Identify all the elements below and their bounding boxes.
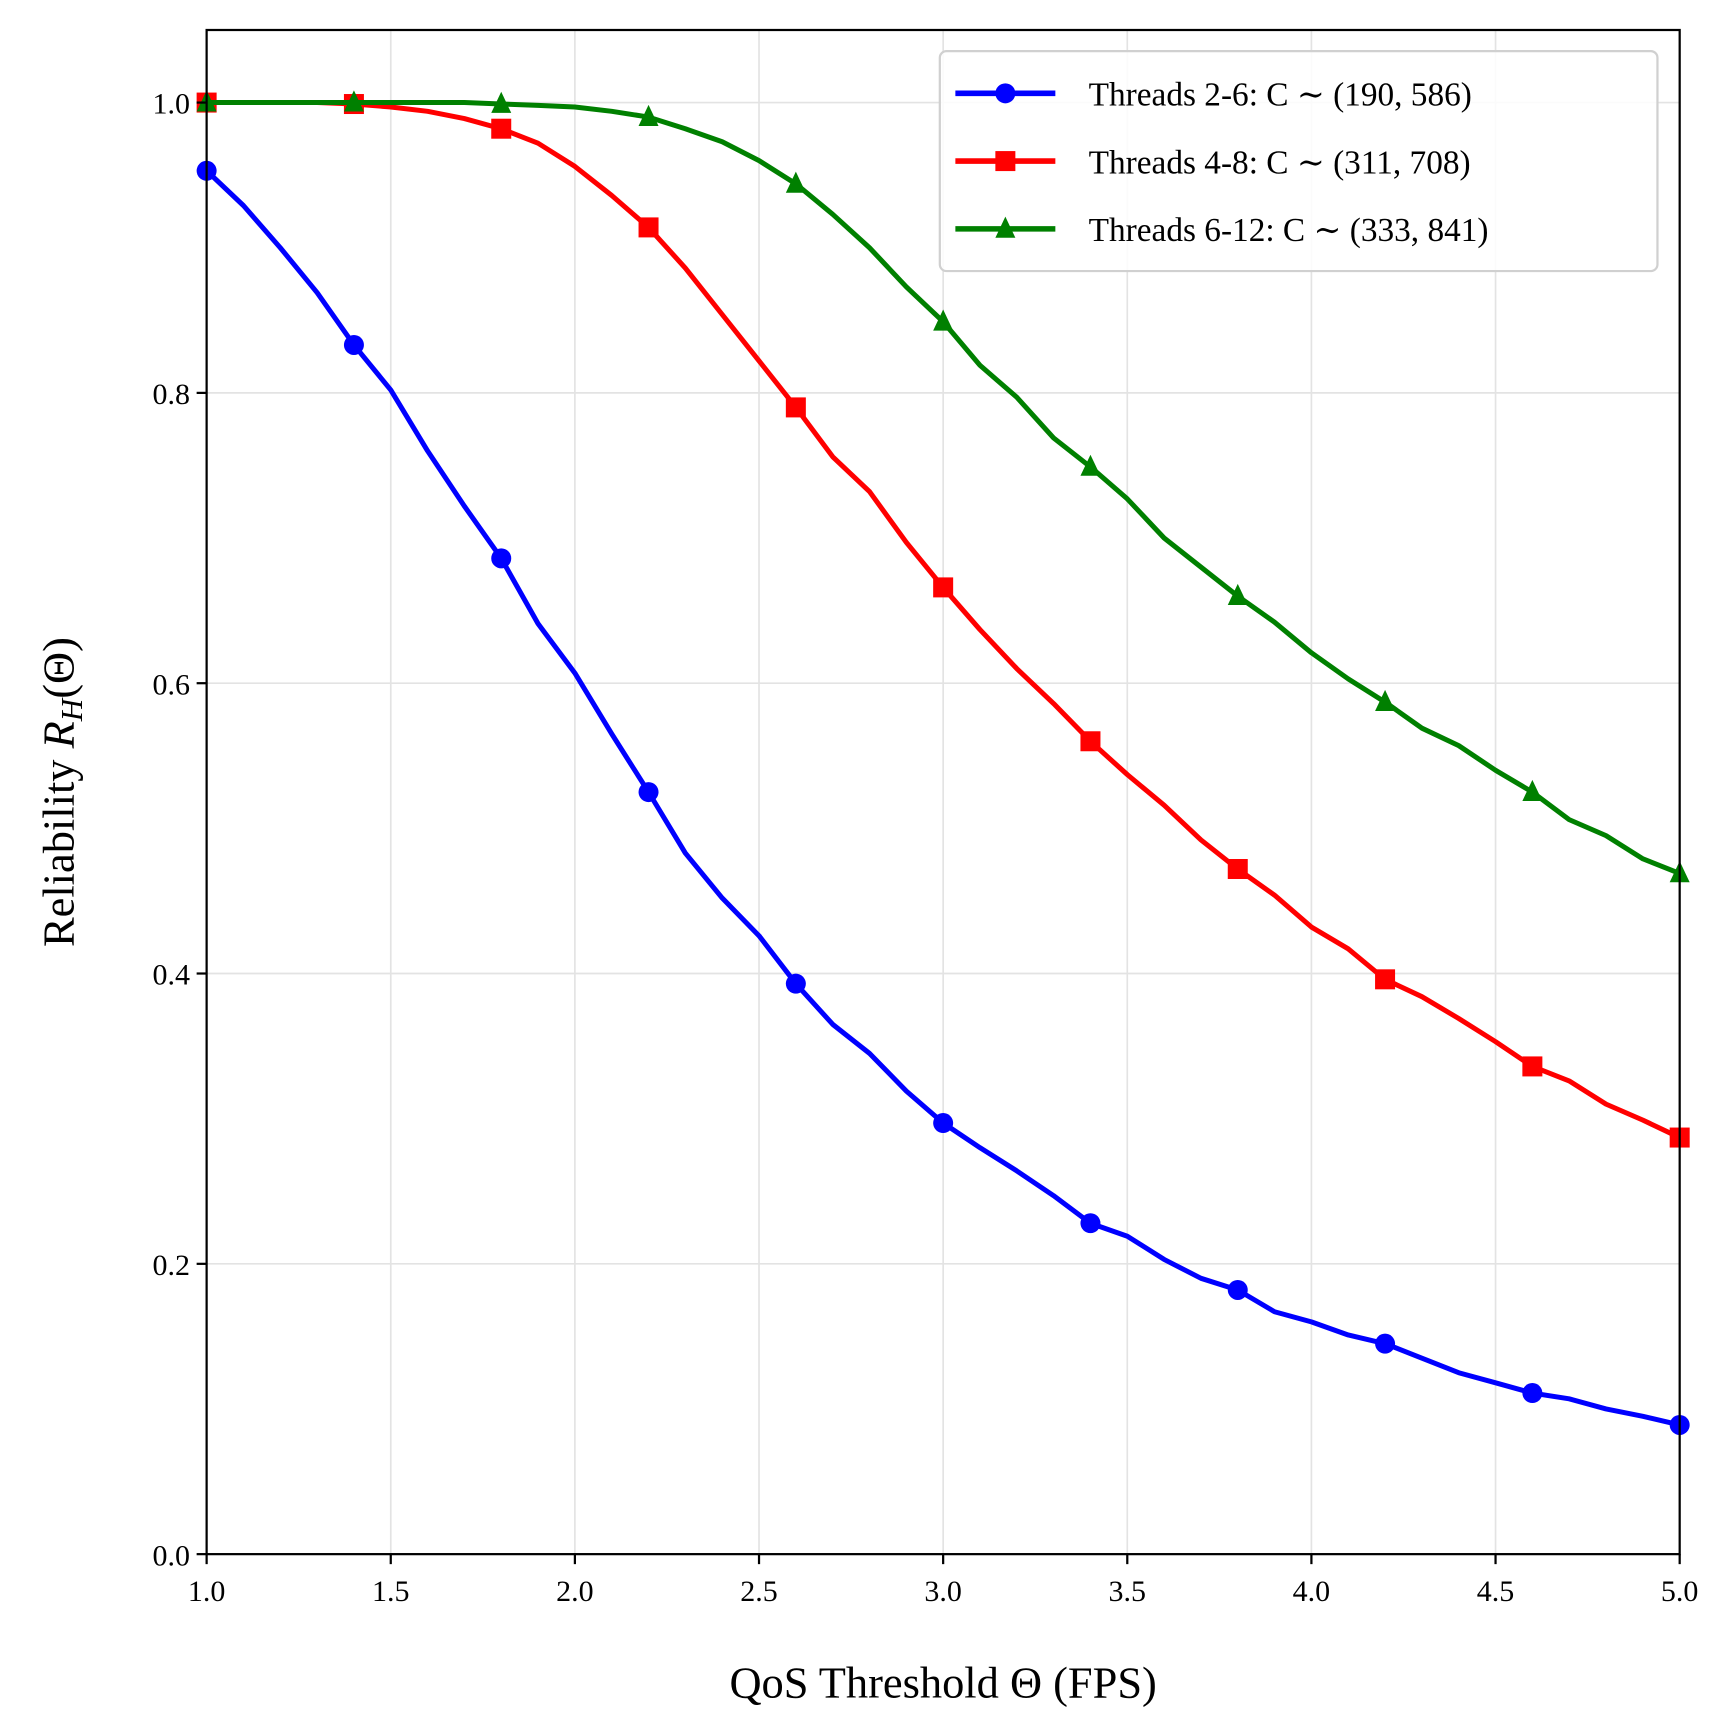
y-tick-label: 0.2 <box>152 1249 189 1282</box>
circle-marker <box>491 548 512 569</box>
triangle-marker <box>1522 779 1543 801</box>
circle-marker <box>1227 1279 1248 1300</box>
x-axis-label: QoS Threshold Θ (FPS) <box>729 1657 1156 1707</box>
legend-box <box>938 49 1659 273</box>
legend-label: Threads 4-8: C ∼ (311, 708) <box>1089 144 1471 181</box>
square-marker <box>491 118 512 139</box>
x-tick-label: 4.0 <box>1293 1575 1330 1608</box>
y-tick-label: 0.6 <box>152 668 189 701</box>
y-tick-label: 1.0 <box>152 88 189 121</box>
square-marker <box>933 577 954 598</box>
y-tick-label: 0.8 <box>152 378 189 411</box>
x-tick-label: 2.5 <box>740 1575 777 1608</box>
y-tick-label: 0.4 <box>152 959 189 992</box>
square-marker <box>1522 1056 1543 1077</box>
triangle-marker <box>995 216 1016 238</box>
circle-marker <box>1522 1383 1543 1404</box>
x-tick-label: 3.0 <box>924 1575 961 1608</box>
circle-marker <box>785 973 806 994</box>
square-marker <box>638 217 659 238</box>
triangle-marker <box>1080 454 1101 476</box>
series-triangle <box>196 90 1690 883</box>
legend: Threads 2-6: C ∼ (190, 586) Threads 4-8: … <box>938 49 1659 273</box>
x-tick-label: 1.0 <box>188 1575 225 1608</box>
square-marker <box>995 151 1016 172</box>
legend-entry: Threads 6-12: C ∼ (333, 841) <box>955 212 1489 249</box>
series-layer <box>196 90 1690 1435</box>
circle-marker <box>343 334 364 355</box>
x-tick-label: 3.5 <box>1109 1575 1146 1608</box>
triangle-marker <box>785 171 806 193</box>
x-tick-label: 4.5 <box>1477 1575 1514 1608</box>
legend-entry: Threads 4-8: C ∼ (311, 708) <box>955 144 1471 181</box>
square-marker <box>1227 859 1248 880</box>
legend-entry: Threads 2-6: C ∼ (190, 586) <box>955 77 1472 114</box>
series-square <box>196 92 1690 1148</box>
square-marker <box>1375 969 1396 990</box>
circle-marker <box>995 83 1016 104</box>
legend-label: Threads 2-6: C ∼ (190, 586) <box>1089 77 1472 114</box>
y-tick-label: 0.0 <box>152 1539 189 1572</box>
x-tick-label: 2.0 <box>556 1575 593 1608</box>
x-tick-label: 1.5 <box>372 1575 409 1608</box>
legend-label: Threads 6-12: C ∼ (333, 841) <box>1089 212 1489 249</box>
triangle-marker <box>933 309 954 331</box>
circle-marker <box>933 1113 954 1134</box>
triangle-marker <box>1375 689 1396 711</box>
circle-marker <box>1375 1333 1396 1354</box>
circle-marker <box>638 782 659 803</box>
x-tick-label: 5.0 <box>1661 1575 1698 1608</box>
circle-marker <box>1080 1213 1101 1234</box>
triangle-marker <box>1227 583 1248 605</box>
series-circle <box>196 160 1690 1435</box>
triangle-marker <box>343 90 364 112</box>
triangle-marker <box>638 104 659 126</box>
y-axis-label: Reliability RH(Θ) <box>33 637 89 947</box>
square-marker <box>1080 731 1101 752</box>
square-marker <box>785 397 806 418</box>
ticks: 1.0 1.5 2.0 2.5 3.0 3.5 4.0 4.5 5.0 0.0 0.2 0.4 0.6 0… <box>152 88 1698 1608</box>
triangle-marker <box>491 91 512 113</box>
